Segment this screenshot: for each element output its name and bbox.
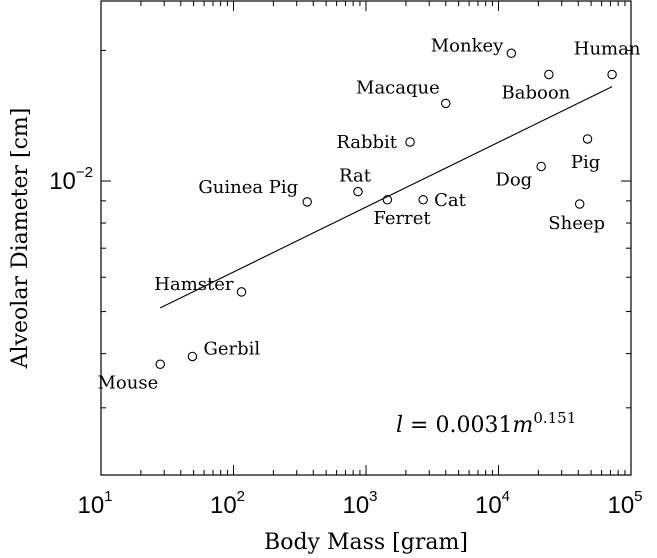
- x-tick-label: 103: [342, 488, 377, 519]
- data-point: [441, 98, 451, 109]
- fit-equation: l = 0.0031m0.151: [396, 409, 576, 438]
- equation-body: = 0.0031: [403, 413, 512, 438]
- point-label: Monkey: [431, 35, 504, 56]
- y-axis-label: Alveolar Diameter [cm]: [8, 108, 33, 370]
- x-tick-label: 104: [475, 488, 510, 519]
- point-label: Gerbil: [203, 338, 260, 359]
- x-tick-label: 105: [607, 488, 642, 519]
- point-label: Dog: [495, 170, 532, 191]
- point-label: Pig: [571, 152, 600, 173]
- point-label: Sheep: [548, 213, 605, 234]
- data-point: [353, 186, 363, 197]
- point-label: Baboon: [502, 83, 571, 104]
- x-tick-label: 102: [210, 488, 245, 519]
- data-points: [155, 48, 617, 370]
- x-axis-label: Body Mass [gram]: [264, 530, 468, 555]
- data-point: [574, 199, 585, 209]
- data-point: [155, 359, 165, 370]
- point-label: Macaque: [356, 77, 440, 98]
- fit-line: [160, 86, 613, 309]
- data-point: [405, 137, 415, 147]
- data-point: [544, 69, 554, 80]
- tick-labels: 101 102 103 104 105 10−2: [49, 164, 642, 519]
- y-tick-label: 10−2: [49, 164, 93, 195]
- axis-ticks: [100, 1, 632, 475]
- point-label: Mouse: [97, 372, 158, 393]
- data-point: [236, 287, 247, 297]
- equation-var: m: [512, 413, 533, 438]
- data-point: [187, 351, 198, 362]
- x-tick-label: 101: [77, 488, 112, 519]
- point-label: Ferret: [373, 208, 431, 229]
- point-label: Rabbit: [336, 132, 397, 153]
- equation-exponent: 0.151: [533, 409, 576, 427]
- equation-lhs: l: [396, 413, 403, 438]
- data-point: [302, 197, 312, 207]
- point-label: Rat: [339, 166, 372, 187]
- data-point: [506, 48, 517, 59]
- data-point: [382, 195, 393, 205]
- point-label: Guinea Pig: [198, 177, 298, 198]
- point-label: Cat: [434, 190, 467, 211]
- point-labels: Mouse Gerbil Hamster Guinea Pig RatFerretCat…: [97, 35, 640, 393]
- point-label: Hamster: [154, 274, 234, 295]
- data-point: [607, 69, 617, 80]
- point-label: Human: [574, 39, 641, 60]
- plot-frame: [100, 0, 632, 476]
- data-point: [536, 161, 546, 172]
- data-point: [582, 134, 593, 144]
- data-point: [418, 195, 428, 205]
